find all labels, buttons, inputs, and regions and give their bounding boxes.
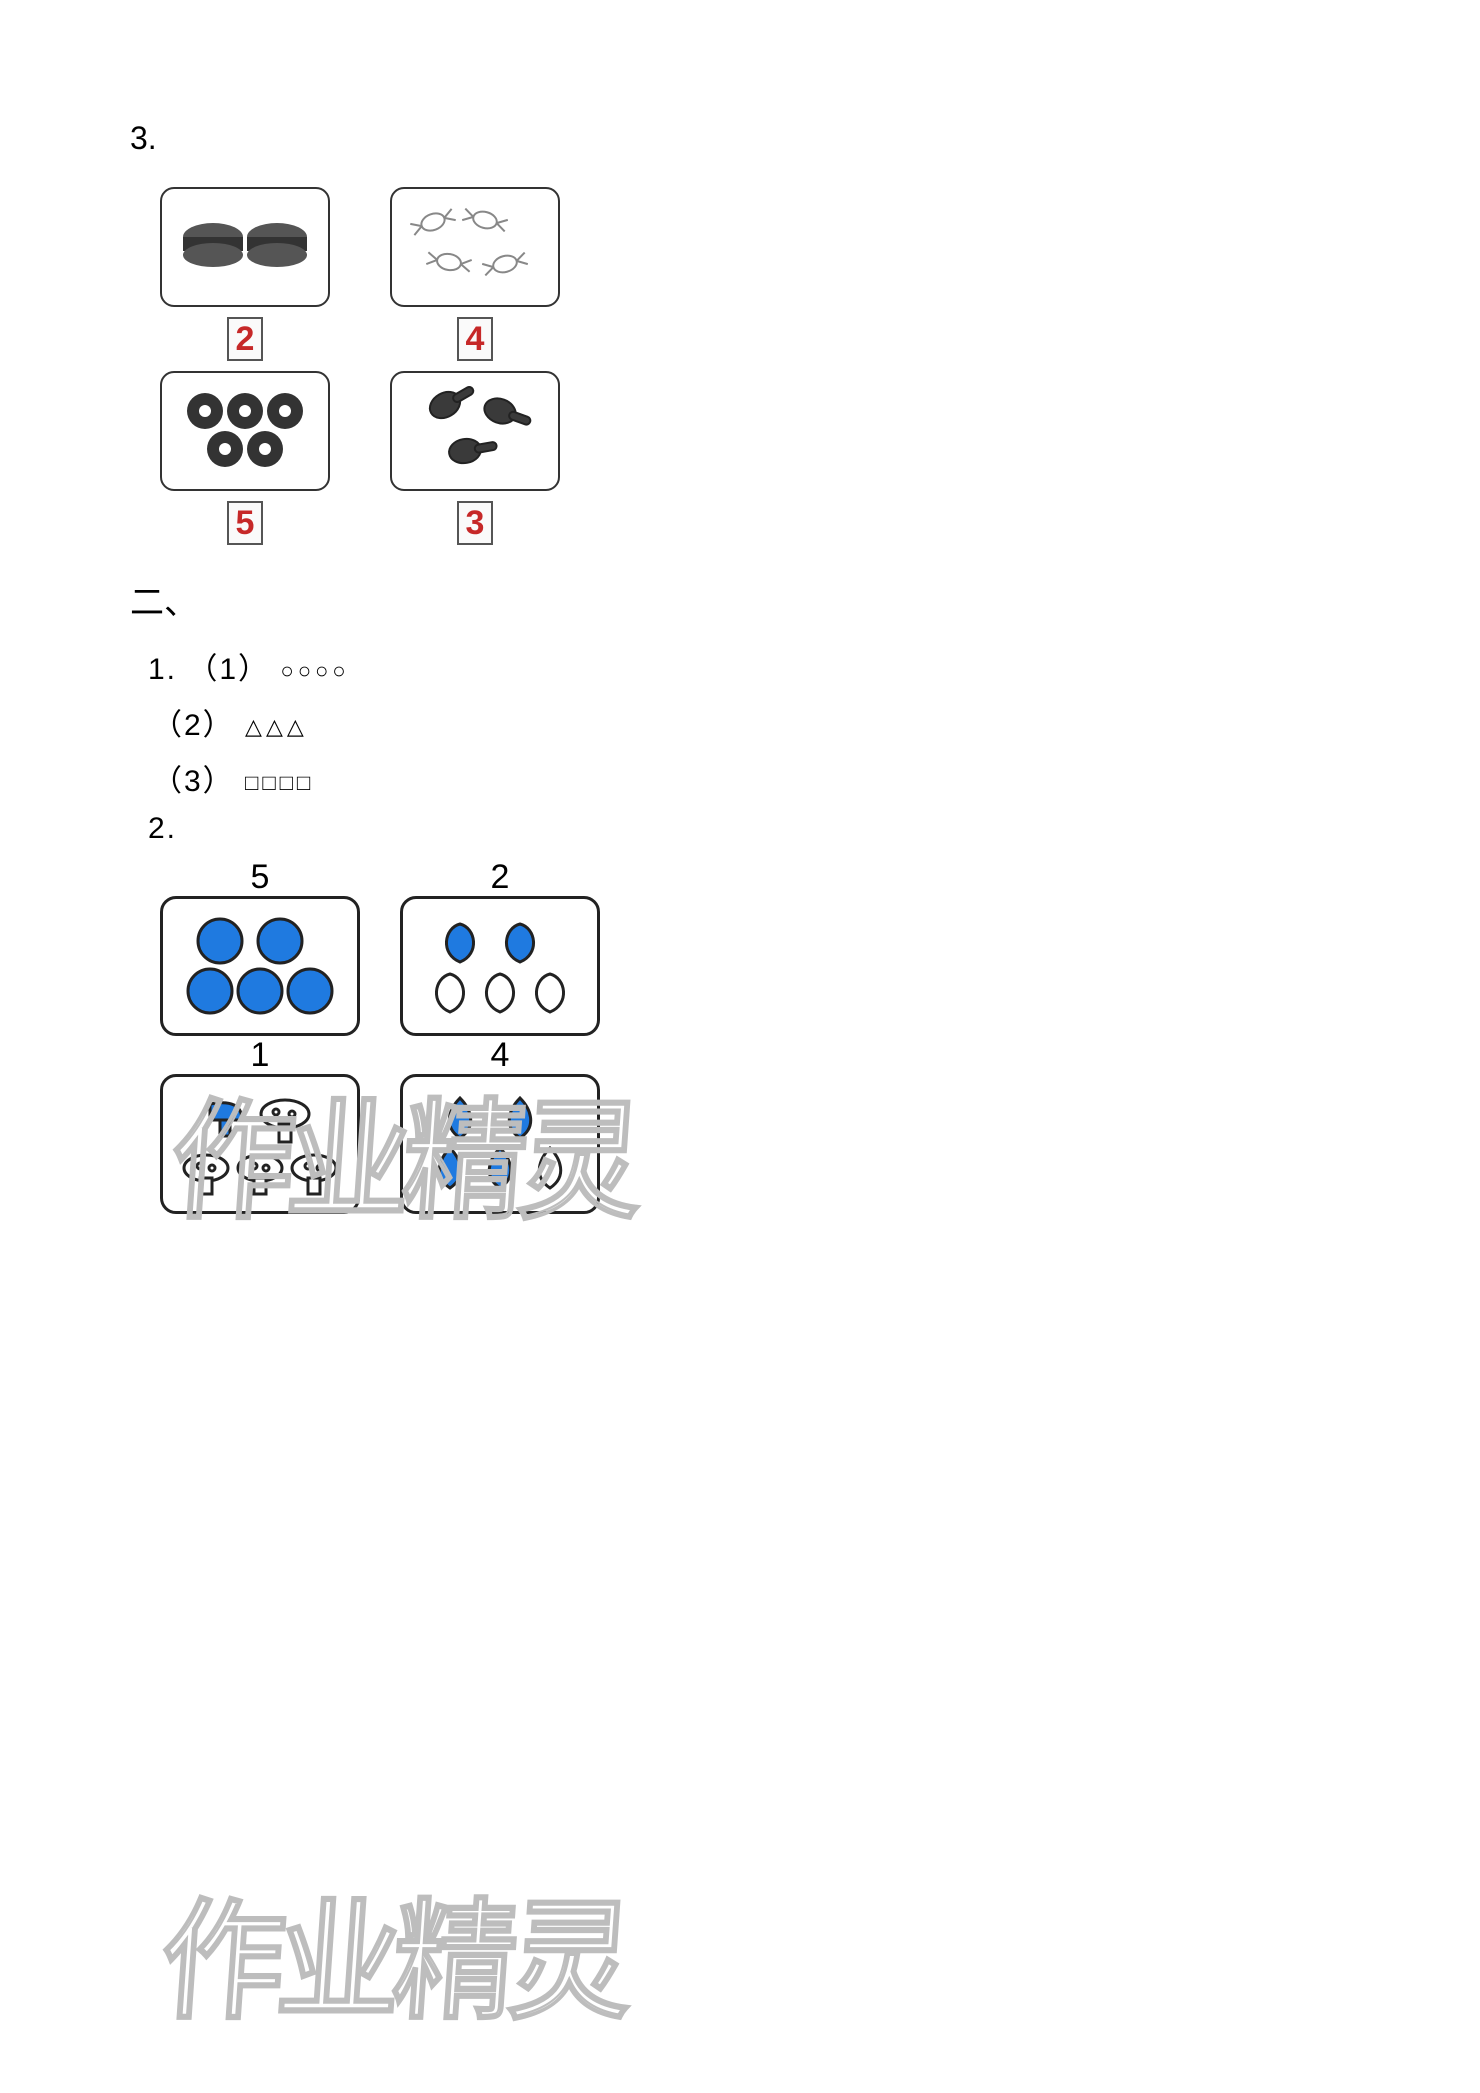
mushroom-icon (170, 1084, 350, 1204)
watermelon-icon (170, 906, 350, 1026)
s2-q2-label-topleft: 5 (160, 858, 360, 896)
s2-q2-label-topright: 2 (400, 858, 600, 896)
q3-answer-drumsticks: 3 (457, 501, 493, 545)
q3-tile-drumsticks (390, 371, 560, 491)
candy-icon (405, 202, 545, 292)
q3-answer-donuts: 5 (227, 501, 263, 545)
q3-tile-burgers (160, 187, 330, 307)
q3-card-burgers: 2 (160, 187, 330, 361)
donut-icon (170, 381, 320, 481)
q3-answer-candies: 4 (457, 317, 493, 361)
s2-q1-line2: （2） △△△ (152, 700, 1350, 744)
s2-q2-grid: 5 2 (160, 858, 640, 1214)
watermark-2: 作业精灵 (155, 1856, 632, 2045)
q3-card-donuts: 5 (160, 371, 330, 545)
s2-q2-label-midleft: 1 (160, 1036, 360, 1074)
s2-q1-item2-num: （2） (152, 709, 235, 742)
s2-q1-line3: （3） □□□□ (152, 756, 1350, 800)
s2-q1-item2-shapes: △△△ (245, 714, 308, 739)
s2-q1-item3-shapes: □□□□ (245, 770, 314, 795)
q3-tile-donuts (160, 371, 330, 491)
drumstick-icon (405, 381, 545, 481)
s2-q1-label: 1. (148, 653, 177, 686)
s2-q2-tile-peach (400, 896, 600, 1036)
s2-q1-item1-num: （1） (187, 653, 270, 686)
s2-q2-tile-pear (400, 1074, 600, 1214)
burger-icon (175, 207, 315, 287)
s2-q1-item3-num: （3） (152, 765, 235, 798)
question-3-number: 3. (130, 120, 1350, 157)
q3-tile-candies (390, 187, 560, 307)
s2-q2-label: 2. (148, 812, 1350, 846)
s2-q2-label-midright: 4 (400, 1036, 600, 1074)
q3-grid: 2 4 (160, 187, 640, 545)
s2-q1-item1-shapes: ○○○○ (280, 658, 349, 683)
q3-card-drumsticks: 3 (390, 371, 560, 545)
q3-answer-burgers: 2 (227, 317, 263, 361)
section-2-heading: 二、 (130, 575, 1350, 624)
peach-icon (410, 906, 590, 1026)
pear-icon (410, 1084, 590, 1204)
q3-card-candies: 4 (390, 187, 560, 361)
s2-q2-tile-watermelon (160, 896, 360, 1036)
s2-q2-tile-mushroom (160, 1074, 360, 1214)
s2-q1-line1: 1. （1） ○○○○ (148, 644, 1350, 688)
